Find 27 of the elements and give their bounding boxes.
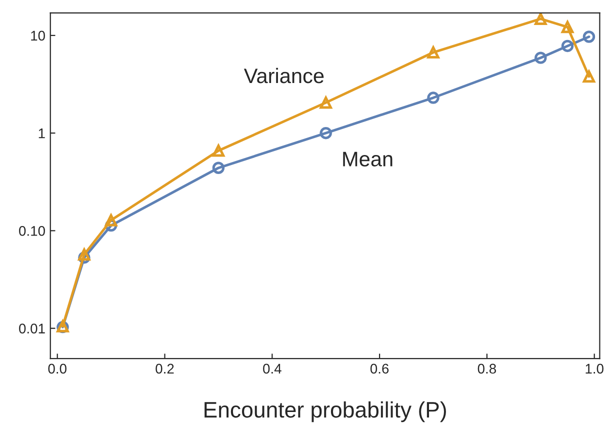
point <box>427 92 440 104</box>
point <box>320 96 332 109</box>
series-label: Variance <box>244 68 324 84</box>
y-tick-label: 10 <box>31 30 45 41</box>
y-tick-label: 0.01 <box>19 324 45 334</box>
point <box>427 46 440 59</box>
point <box>534 52 547 64</box>
point <box>212 162 225 174</box>
x-tick-label: 0.4 <box>263 364 282 374</box>
point <box>212 144 225 157</box>
x-tick-label: 0.8 <box>478 364 496 374</box>
point <box>320 126 332 140</box>
point <box>534 12 547 25</box>
point <box>78 248 90 261</box>
x-tick-label: 1.0 <box>586 364 604 374</box>
x-tick-label: 0.0 <box>48 364 66 374</box>
x-tick-label: 0.6 <box>370 364 389 374</box>
point <box>561 40 574 52</box>
y-tick-label: 0.10 <box>19 226 45 236</box>
point <box>104 214 118 226</box>
y-tick-label: 1 <box>38 128 45 138</box>
series-label: Mean <box>343 152 392 166</box>
point <box>582 30 596 43</box>
x-axis-title: Encounter probability (P) <box>204 401 446 422</box>
point <box>561 20 574 34</box>
point <box>582 70 596 83</box>
x-tick-label: 0.2 <box>156 364 174 374</box>
